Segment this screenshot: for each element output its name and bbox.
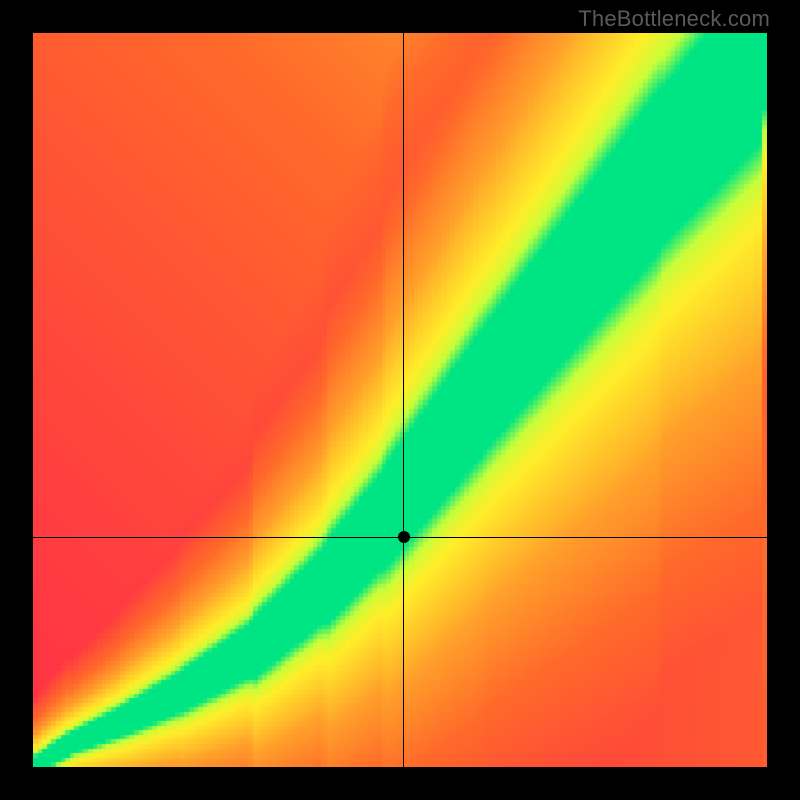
crosshair-vertical bbox=[403, 33, 404, 767]
watermark-text: TheBottleneck.com bbox=[578, 6, 770, 32]
crosshair-marker bbox=[398, 531, 410, 543]
heatmap-canvas bbox=[33, 33, 767, 767]
plot-area bbox=[33, 33, 767, 767]
